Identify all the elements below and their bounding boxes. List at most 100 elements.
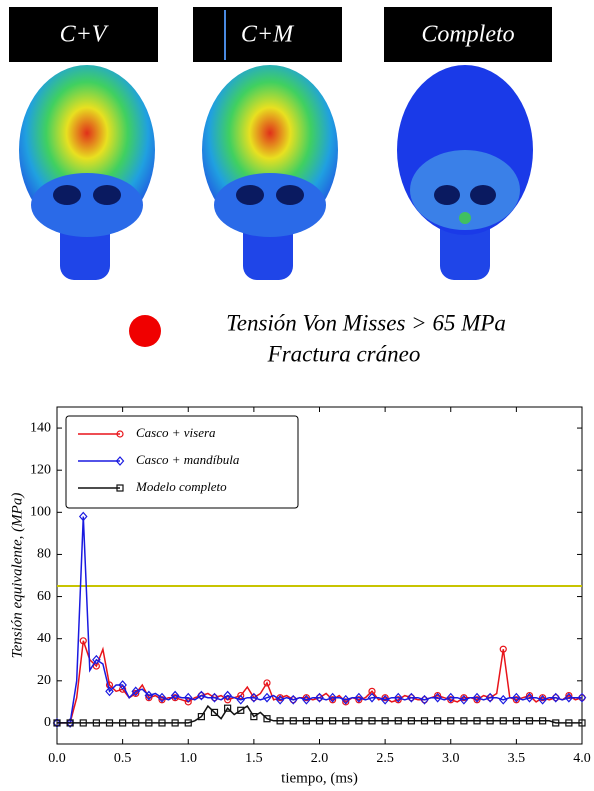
legend-marker — [116, 430, 124, 438]
legend-box — [65, 415, 299, 509]
marker — [446, 692, 456, 703]
marker — [132, 719, 140, 727]
marker — [184, 719, 192, 727]
marker — [381, 717, 389, 725]
legend-marker — [115, 456, 125, 466]
marker — [381, 694, 389, 702]
marker — [577, 692, 587, 703]
marker — [447, 696, 455, 704]
marker — [472, 692, 482, 703]
marker — [394, 717, 402, 725]
marker — [486, 717, 494, 725]
x-tick-label: 0.5 — [114, 751, 132, 766]
marker — [393, 692, 403, 703]
marker — [329, 717, 337, 725]
note-text: Fractura cráneo — [267, 341, 421, 366]
series-line — [57, 516, 582, 724]
marker — [52, 718, 62, 728]
marker — [288, 694, 298, 705]
legend-label: Casco + mandíbula — [136, 452, 240, 467]
marker — [407, 717, 415, 725]
marker — [499, 717, 507, 725]
marker — [105, 719, 114, 727]
marker — [355, 696, 363, 704]
y-axis-label: Tensión equivalente, (MPa) — [9, 493, 25, 659]
marker — [289, 717, 297, 725]
panel-title: Completo — [421, 22, 514, 48]
marker — [329, 696, 337, 704]
marker — [459, 694, 469, 705]
panel-header — [193, 7, 342, 62]
marker — [224, 704, 232, 712]
marker — [276, 717, 284, 725]
y-tick-label: 40 — [37, 631, 51, 646]
marker — [512, 696, 520, 704]
marker — [473, 717, 481, 725]
y-tick-label: 20 — [37, 673, 51, 688]
marker — [342, 717, 350, 725]
marker — [394, 696, 402, 704]
marker — [564, 692, 574, 703]
marker — [302, 694, 310, 702]
marker — [538, 694, 547, 705]
skull — [19, 65, 155, 280]
marker — [512, 717, 520, 725]
note-text: Tensión Von Misses > 65 MPa — [226, 310, 506, 335]
marker — [263, 679, 271, 687]
marker — [302, 717, 310, 725]
marker — [119, 719, 127, 727]
x-tick-label: 2.0 — [311, 751, 329, 766]
marker — [525, 717, 534, 725]
skull — [202, 65, 338, 280]
y-tick-label: 60 — [37, 589, 51, 604]
marker — [539, 717, 547, 725]
legend: Casco + visera Casco + mandíbula Modelo co… — [65, 415, 299, 509]
marker — [473, 696, 481, 704]
marker — [460, 717, 468, 725]
marker — [65, 718, 75, 728]
marker — [170, 690, 180, 701]
marker — [525, 692, 534, 703]
marker — [78, 511, 88, 522]
y-tick-label: 140 — [30, 420, 51, 435]
panel-title: C+V — [60, 22, 109, 48]
marker — [158, 719, 166, 727]
marker — [237, 706, 245, 714]
panel-title: C+M — [241, 22, 295, 48]
x-tick-label: 1.5 — [245, 751, 263, 766]
marker — [447, 717, 455, 725]
marker — [512, 692, 521, 703]
marker — [367, 692, 377, 703]
marker — [158, 696, 166, 704]
panel-header — [9, 7, 158, 62]
marker — [79, 719, 87, 727]
marker — [79, 637, 87, 645]
marker — [315, 717, 324, 725]
marker — [184, 698, 192, 706]
marker — [236, 694, 246, 705]
marker — [565, 719, 573, 727]
marker — [92, 719, 100, 727]
marker — [552, 719, 560, 727]
marker — [302, 694, 311, 705]
marker — [434, 691, 442, 700]
y-tick-label: 120 — [30, 462, 51, 477]
y-tick-label: 100 — [30, 505, 51, 520]
y-tick-label: 0 — [44, 715, 51, 730]
marker — [355, 717, 363, 725]
marker — [328, 692, 337, 703]
marker — [92, 654, 101, 665]
marker — [354, 692, 364, 703]
marker — [565, 691, 573, 700]
marker — [460, 694, 468, 702]
marker — [197, 690, 206, 701]
marker — [315, 692, 324, 703]
x-tick-label: 2.5 — [376, 751, 394, 766]
marker — [237, 691, 245, 700]
marker — [157, 692, 167, 703]
legend-marker — [116, 484, 124, 492]
marker — [499, 645, 507, 653]
marker — [525, 691, 534, 700]
marker — [53, 719, 61, 727]
